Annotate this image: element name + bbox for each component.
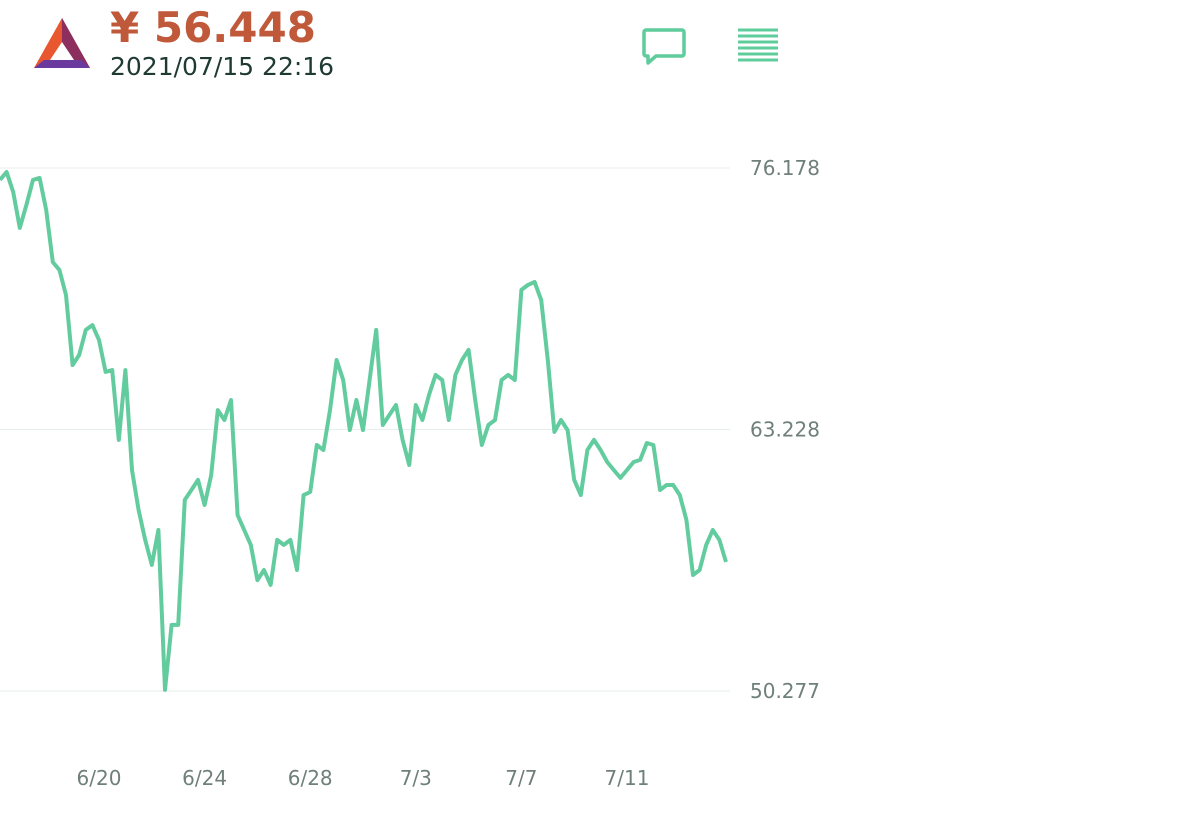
price: ¥ 56.448 [110, 3, 316, 52]
menu-button[interactable] [738, 28, 778, 62]
x-tick-label: 6/20 [77, 766, 122, 790]
y-tick-label: 63.228 [750, 417, 820, 441]
price-chart: 76.178 63.228 50.277 6/20 6/24 6/28 7/3 7/7 7/11 [0, 156, 820, 790]
price-line [0, 170, 728, 692]
coin-logo [34, 18, 90, 68]
y-tick-label: 76.178 [750, 156, 820, 180]
x-tick-label: 7/3 [400, 766, 432, 790]
x-tick-label: 6/24 [182, 766, 227, 790]
comment-button[interactable] [642, 28, 686, 65]
datetime: 2021/07/15 22:16 [110, 52, 334, 81]
x-tick-label: 6/28 [288, 766, 333, 790]
y-tick-label: 50.277 [750, 679, 820, 703]
x-tick-label: 7/7 [505, 766, 537, 790]
x-tick-label: 7/11 [605, 766, 650, 790]
